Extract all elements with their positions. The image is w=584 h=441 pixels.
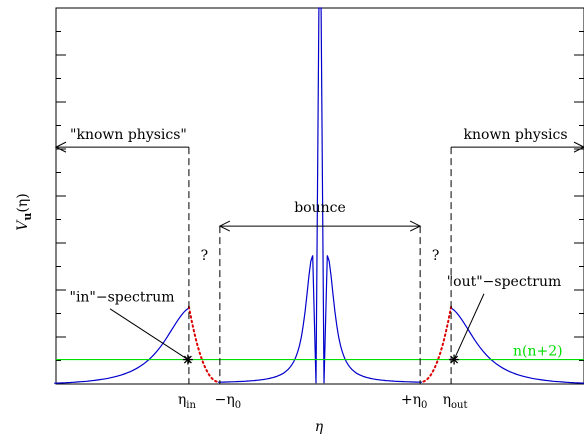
known-physics-left-label: "known physics" [70,127,187,143]
potential-curve-left [54,307,190,384]
question-mark-left: ? [201,248,209,264]
in-spectrum-star-marker [182,354,193,365]
unknown-region-left [187,305,220,383]
potential-curve-center [218,7,422,384]
out-spectrum-star-marker [449,354,460,365]
x-tick-plus-eta0: +η0 [401,392,428,411]
bounce-arrow [218,220,422,232]
question-mark-right: ? [432,248,440,264]
x-tick-minus-eta0: −η0 [215,392,242,411]
in-spectrum-label: "in"−spectrum [70,289,175,305]
potential-curve-right [450,307,584,384]
y-axis-label: Vu(η) [15,193,34,230]
y-axis-ticks [56,31,584,361]
known-physics-left-arrow [54,141,189,153]
plot-frame [55,7,584,385]
bounce-label: bounce [294,200,346,216]
in-spectrum-pointer [109,308,189,360]
x-tick-eta-out: ηout [443,392,468,411]
known-physics-right-arrow [451,141,584,153]
unknown-region-right [420,305,453,383]
x-tick-eta-in: ηin [178,392,197,411]
out-spectrum-pointer [453,293,485,360]
x-axis-label: η [315,419,324,435]
reference-level-label: n(n+2) [513,344,563,360]
known-physics-right-label: known physics [464,127,568,143]
out-spectrum-label: "out"−spectrum [447,274,562,290]
